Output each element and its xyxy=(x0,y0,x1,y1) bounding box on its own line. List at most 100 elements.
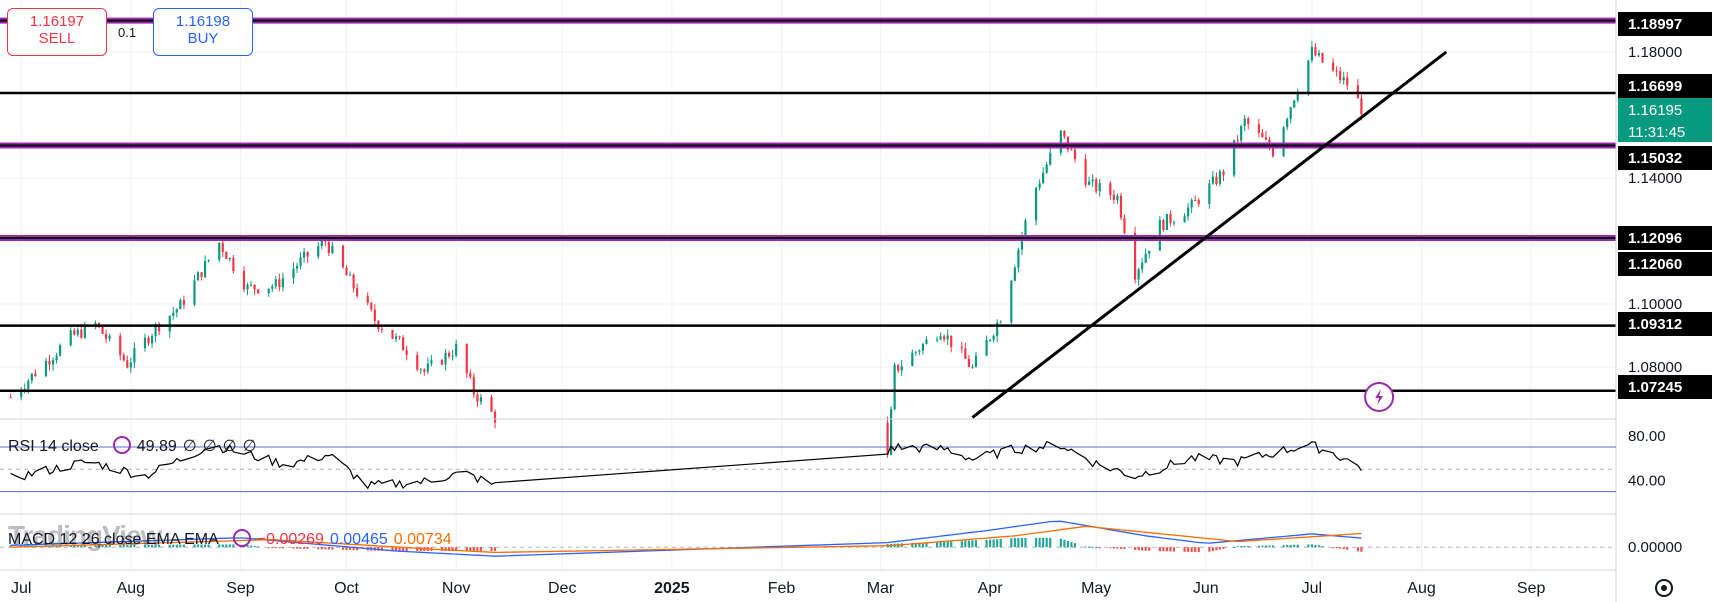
macd-hist-bar xyxy=(1038,537,1041,548)
candle-body xyxy=(1360,98,1363,115)
price-tag xyxy=(1618,226,1712,250)
candle-body xyxy=(426,363,429,372)
candle-body xyxy=(921,343,925,351)
macd-hist-bar xyxy=(200,544,203,548)
macd-hist-bar xyxy=(1148,547,1151,551)
candle-body xyxy=(281,278,284,288)
candle-body xyxy=(320,240,323,247)
candle-body xyxy=(1091,179,1094,182)
candle-body xyxy=(423,369,426,372)
rsi-null-2: ∅ xyxy=(202,438,217,455)
macd-hist-value: −0.00269 xyxy=(256,531,324,548)
time-axis-label: Apr xyxy=(978,580,1004,597)
candle-body xyxy=(402,337,405,351)
candle-body xyxy=(1346,77,1349,86)
macd-hist-bar xyxy=(1208,547,1211,552)
candle-body xyxy=(893,364,896,410)
candle-body xyxy=(419,369,422,371)
macd-hist-bar xyxy=(918,542,921,548)
macd-hist-bar xyxy=(1158,547,1161,552)
candle-body xyxy=(914,351,917,353)
candle-body xyxy=(1116,195,1119,201)
macd-hist-bar xyxy=(1169,547,1172,552)
macd-hist-bar xyxy=(257,546,260,548)
candle-body xyxy=(1293,100,1296,108)
sell-button[interactable]: 1.16197 SELL xyxy=(7,8,107,56)
candle-body xyxy=(1148,250,1151,254)
candle-body xyxy=(1042,172,1045,184)
candle-body xyxy=(1339,71,1342,81)
macd-hist-bar xyxy=(1133,547,1137,550)
indicator-settings-icon[interactable] xyxy=(232,529,251,547)
candle-body xyxy=(373,309,376,321)
candle-body xyxy=(1073,149,1077,160)
macd-hist-bar xyxy=(472,547,475,551)
macd-hist-bar xyxy=(108,544,111,548)
macd-hist-bar xyxy=(925,542,928,548)
signal-line xyxy=(10,525,1362,554)
macd-hist-bar xyxy=(455,547,458,551)
macd-hist-bar xyxy=(1059,538,1062,548)
candle-body xyxy=(967,358,970,367)
candle-body xyxy=(939,336,942,340)
macd-hist-bar xyxy=(1257,545,1260,548)
rsi-legend[interactable]: RSI 14 close 49.89 ∅ ∅ ∅ ∅ xyxy=(8,436,263,456)
candle-body xyxy=(200,272,203,278)
candle-body xyxy=(59,345,62,356)
macd-hist-bar xyxy=(1137,547,1140,551)
candle-body xyxy=(370,302,373,310)
trendline xyxy=(971,50,1448,419)
candle-body xyxy=(1034,187,1038,221)
candle-body xyxy=(1282,127,1285,157)
candle-body xyxy=(394,336,398,339)
macd-hist-bar xyxy=(1109,547,1112,549)
candle-body xyxy=(147,337,150,344)
candle-body xyxy=(1020,235,1024,250)
macd-hist-bar xyxy=(1119,547,1123,549)
macd-hist-bar xyxy=(193,544,196,548)
candle-body xyxy=(440,360,444,365)
price-axis-tick: 1.14000 xyxy=(1628,170,1682,187)
macd-legend[interactable]: MACD 12 26 close EMA EMA −0.00269 0.00465 0… xyxy=(8,529,458,549)
macd-hist-bar xyxy=(1261,545,1264,548)
macd-hist-bar xyxy=(1017,538,1020,548)
macd-hist-bar xyxy=(946,541,949,548)
candle-body xyxy=(1257,124,1260,133)
macd-hist-bar xyxy=(175,544,178,548)
macd-hist-bar xyxy=(943,541,946,548)
countdown-timer: 11:31:45 xyxy=(1628,124,1685,141)
candle-body xyxy=(935,339,939,341)
macd-hist-bar xyxy=(416,547,419,552)
candle-body xyxy=(950,335,953,348)
macd-hist-bar xyxy=(317,547,320,550)
macd-hist-bar xyxy=(964,540,967,548)
macd-signal-value: 0.00734 xyxy=(393,531,452,548)
candle-body xyxy=(479,397,483,402)
candles-group xyxy=(9,41,1363,458)
macd-hist-bar xyxy=(154,544,157,548)
time-axis-label: Sep xyxy=(1517,580,1546,597)
current-price-tag xyxy=(1618,98,1712,142)
macd-hist-bar xyxy=(469,547,472,551)
candle-body xyxy=(1194,199,1197,201)
macd-hist-bar xyxy=(1194,547,1197,553)
candle-body xyxy=(55,355,58,361)
macd-hist-bar xyxy=(228,544,231,548)
candle-body xyxy=(348,274,352,276)
macd-hist-bar xyxy=(278,547,281,549)
macd-hist-bar xyxy=(1049,537,1052,548)
candle-body xyxy=(476,394,479,402)
price-tag xyxy=(1618,375,1712,399)
macd-hist-bar xyxy=(921,542,925,548)
candle-body xyxy=(1332,62,1335,71)
candle-body xyxy=(232,257,235,271)
indicator-settings-icon[interactable] xyxy=(112,436,131,454)
macd-hist-bar xyxy=(950,541,953,548)
macd-hist-bar xyxy=(1197,547,1200,553)
candle-body xyxy=(1063,130,1066,137)
macd-hist-bar xyxy=(271,547,274,549)
buy-button[interactable]: 1.16198 BUY xyxy=(153,8,253,56)
candle-body xyxy=(242,270,246,290)
price-tag xyxy=(1618,74,1712,98)
